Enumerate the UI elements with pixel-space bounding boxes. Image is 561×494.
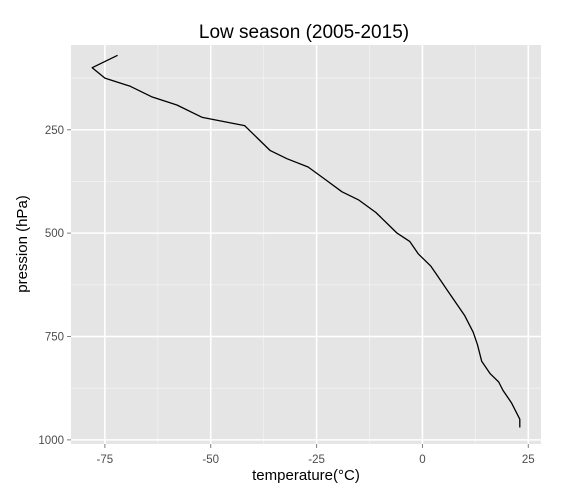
y-axis: 250 500 750 1000: [38, 125, 71, 447]
y-tick-label: 750: [45, 331, 64, 343]
data-layer: [91, 54, 521, 428]
y-axis-title: pression (hPa): [14, 195, 31, 293]
minor-grid: [71, 45, 541, 444]
y-tick-label: 500: [45, 228, 64, 240]
x-tick-label: -50: [202, 454, 219, 466]
y-tick-label: 1000: [38, 435, 64, 447]
x-axis: -75 -50 -25 0 25: [97, 444, 535, 466]
plot-panel: [71, 45, 541, 444]
x-axis-title: temperature(°C): [252, 467, 360, 484]
x-tick-label: 0: [419, 454, 425, 466]
x-tick-label: 25: [522, 454, 535, 466]
major-grid: [71, 45, 541, 444]
chart-title: Low season (2005-2015): [199, 22, 409, 43]
y-tick-label: 250: [45, 125, 64, 137]
temperature-profile-line: [91, 54, 521, 428]
x-tick-label: -25: [308, 454, 325, 466]
x-tick-label: -75: [97, 454, 114, 466]
